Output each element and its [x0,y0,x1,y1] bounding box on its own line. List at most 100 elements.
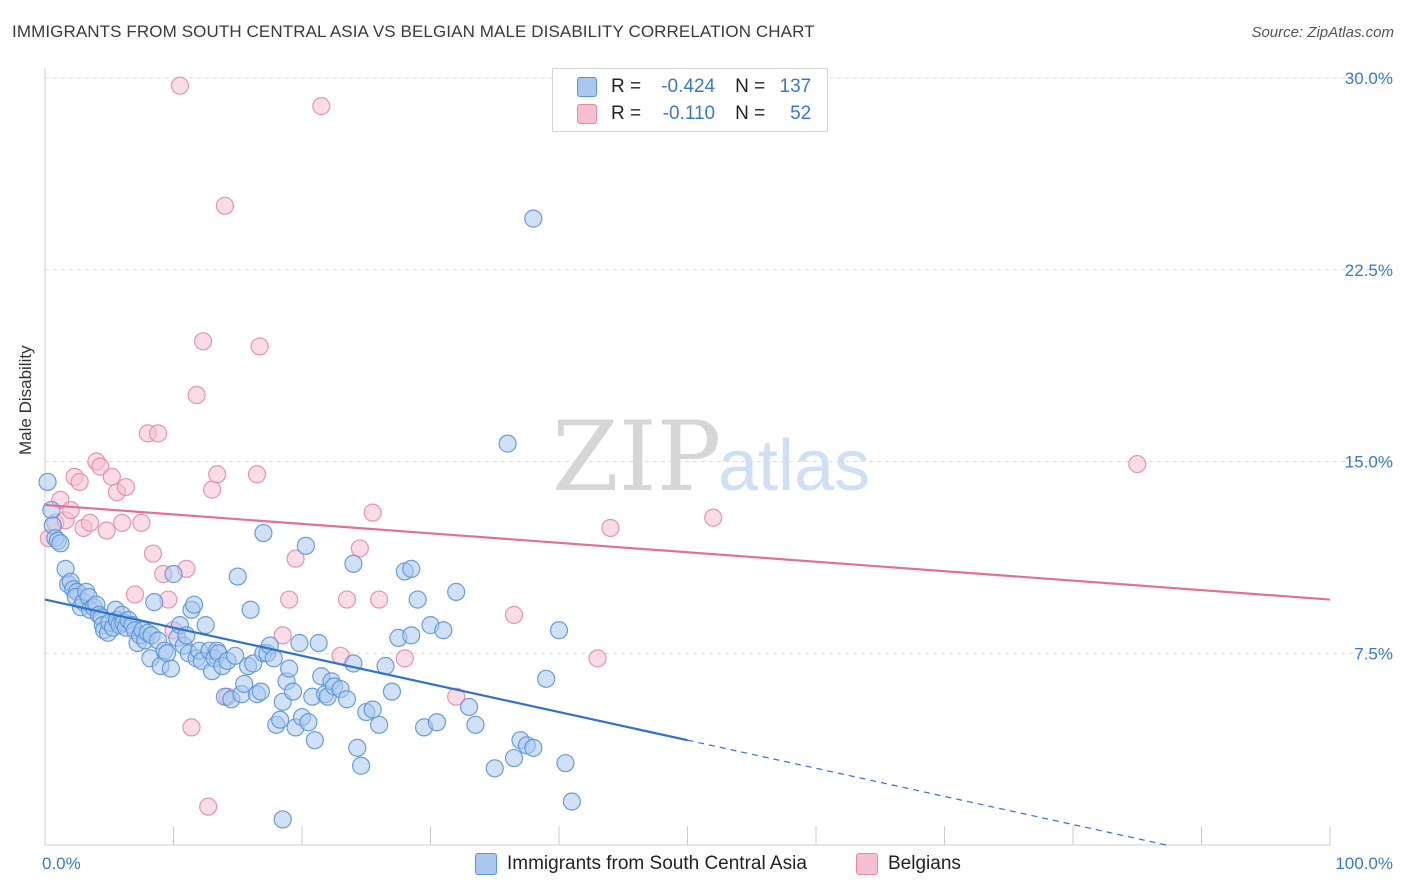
grid-lines [45,77,1392,654]
pink-point [193,332,213,351]
blue-point [447,582,466,601]
y-tick-label: 15.0% [1345,453,1393,472]
blue-point [299,713,318,732]
blue-point [254,523,273,543]
blue-point [271,710,290,729]
pink-point [208,465,227,484]
watermark: ZIP atlas [552,401,870,513]
pink-point [112,513,132,532]
pink-point [170,76,190,95]
pink-point [337,590,357,609]
pink-point [250,337,269,356]
source-label: Source: ZipAtlas.com [1251,24,1394,41]
chart-title: IMMIGRANTS FROM SOUTH CENTRAL ASIA VS BE… [12,22,815,41]
pink-point [61,500,80,520]
y-tick-label: 22.5% [1345,261,1393,280]
pink-point [97,521,116,540]
pink-trend-line [44,503,1331,601]
blue-point [38,472,57,492]
legend-n-value: 137 [779,76,812,97]
legend-row-pink: R = -0.110 N = 52 [577,102,811,126]
blue-point [370,715,389,734]
blue-point [537,669,556,688]
blue-point [283,682,303,701]
blue-point [241,600,260,619]
pink-point [116,477,136,497]
pink-point [280,590,299,609]
blue-point [157,644,177,663]
bottom-legend-pink: Belgians [856,852,961,876]
blue-point [184,595,204,614]
blue-point [524,209,543,228]
blue-point [562,792,581,811]
blue-point [382,682,402,701]
legend-row-blue: R = -0.424 N = 137 [577,75,811,99]
y-tick-labels: 7.5% 15.0% 22.5% 30.0% [1345,69,1393,663]
blue-point [273,810,292,829]
blue-point [228,567,247,586]
pink-point [312,97,331,116]
blue-point [296,536,315,555]
blue-point [408,590,427,609]
blue-point [235,674,254,694]
blue-point [402,626,421,645]
axes [44,68,1331,846]
pink-point [148,424,168,443]
blue-point [556,754,575,773]
blue-point [498,434,517,453]
y-axis-label: Male Disability [16,345,35,455]
blue-point [196,616,215,635]
pink-point [350,539,369,558]
blue-point [434,621,453,640]
blue-point [549,621,569,640]
pink-point [199,797,218,816]
pink-point [125,585,145,604]
x-tick-label: 100.0% [1335,854,1393,873]
pink-point [91,457,110,476]
pink-point [102,467,121,486]
pink-point [70,472,89,492]
x-tick-labels: 0.0% 100.0% [42,854,1393,873]
watermark-atlas: atlas [718,426,870,506]
blue-point [337,690,357,709]
blue-point [352,756,371,775]
blue-point [164,564,183,584]
blue-trend-line [44,598,688,742]
blue-point [290,633,309,653]
pink-point [286,549,305,568]
blue-point [402,559,421,578]
pink-point [601,518,620,538]
blue-point [363,700,382,719]
pink-point [80,513,100,532]
blue-point [427,713,447,732]
pink-point [588,649,607,668]
y-tick-label: 30.0% [1345,69,1393,88]
pink-point [132,513,151,532]
stats-legend: R = -0.424 N = 137 R = -0.110 N = 52 [552,68,828,132]
blue-point [145,593,164,612]
legend-swatch-pink [577,104,597,124]
y-tick-label: 7.5% [1354,644,1393,663]
blue-point [309,633,328,653]
bottom-legend-label-pink: Belgians [888,853,961,874]
pink-point [273,626,292,645]
blue-trend-extension [687,739,1167,846]
blue-point [305,731,324,750]
blue-point [280,659,299,678]
blue-point [161,659,181,678]
bottom-swatch-pink [856,853,878,875]
blue-point [459,697,479,717]
pink-point [247,465,267,484]
legend-n-label: N = [735,76,766,97]
blue-point [344,554,363,573]
pink-point [370,590,389,609]
blue-point [524,738,543,757]
pink-point [215,196,234,215]
trend-lines [44,503,1331,846]
pink-point [143,544,163,563]
blue-point [485,759,504,778]
bottom-legend-label-blue: Immigrants from South Central Asia [507,853,807,874]
blue-point [226,646,245,665]
watermark-zip: ZIP [552,401,721,513]
